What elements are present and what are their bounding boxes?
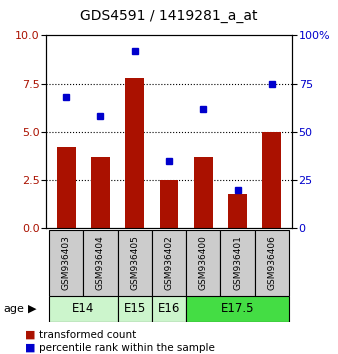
Bar	[118, 230, 152, 296]
Bar	[220, 230, 255, 296]
Text: GSM936404: GSM936404	[96, 235, 105, 290]
Text: GSM936402: GSM936402	[165, 235, 173, 290]
Bar	[255, 230, 289, 296]
Bar	[49, 296, 118, 322]
Bar	[83, 230, 118, 296]
Text: GSM936405: GSM936405	[130, 235, 139, 290]
Text: percentile rank within the sample: percentile rank within the sample	[39, 343, 215, 353]
Text: E17.5: E17.5	[221, 302, 254, 315]
Text: age: age	[3, 304, 24, 314]
Text: E14: E14	[72, 302, 95, 315]
Bar	[160, 180, 178, 228]
Text: ▶: ▶	[28, 304, 37, 314]
Text: E16: E16	[158, 302, 180, 315]
Text: ■: ■	[25, 330, 36, 339]
Bar	[57, 147, 76, 228]
Text: GSM936403: GSM936403	[62, 235, 71, 290]
Text: ■: ■	[25, 343, 36, 353]
Bar	[186, 296, 289, 322]
Bar	[194, 157, 213, 228]
Bar	[91, 157, 110, 228]
Bar	[228, 194, 247, 228]
Bar	[152, 296, 186, 322]
Text: transformed count: transformed count	[39, 330, 136, 339]
Text: GSM936406: GSM936406	[267, 235, 276, 290]
Text: E15: E15	[124, 302, 146, 315]
Bar	[49, 230, 83, 296]
Bar	[125, 78, 144, 228]
Text: GSM936401: GSM936401	[233, 235, 242, 290]
Bar	[262, 132, 281, 228]
Bar	[186, 230, 220, 296]
Text: GSM936400: GSM936400	[199, 235, 208, 290]
Bar	[152, 230, 186, 296]
Text: GDS4591 / 1419281_a_at: GDS4591 / 1419281_a_at	[80, 9, 258, 23]
Bar	[118, 296, 152, 322]
